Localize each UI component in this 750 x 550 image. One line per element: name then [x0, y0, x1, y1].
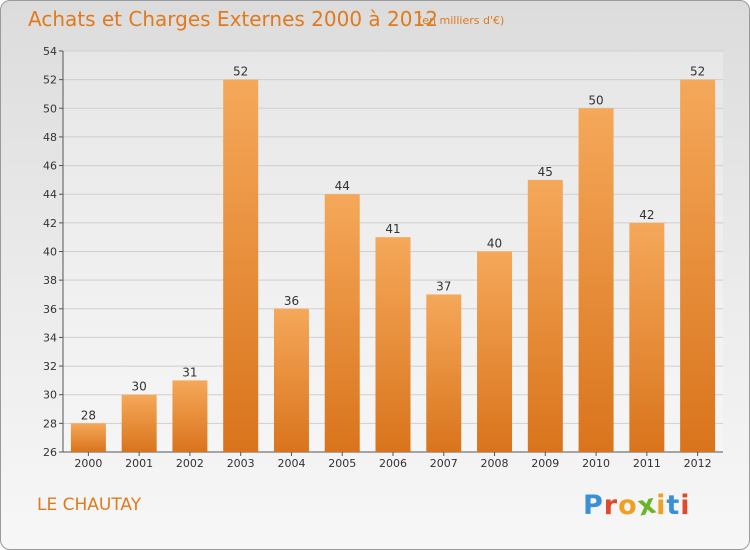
bar-2004: [273, 308, 309, 452]
data-label: 31: [182, 365, 197, 379]
logo-letter: i: [656, 490, 667, 521]
y-tick-label: 46: [43, 160, 57, 173]
data-label: 36: [284, 294, 299, 308]
bar-2010: [578, 108, 614, 453]
chart-subtitle: (en milliers d'€): [418, 14, 505, 27]
x-tick-label: 2002: [176, 457, 204, 470]
data-label: 42: [639, 208, 654, 222]
data-label: 28: [81, 408, 96, 422]
data-label: 30: [132, 380, 147, 394]
logo-letter: P: [583, 490, 604, 521]
bar-2001: [121, 394, 157, 452]
bars: [70, 79, 716, 453]
x-tick-label: 2006: [379, 457, 407, 470]
logo-letter: r: [603, 490, 619, 521]
y-tick-label: 28: [43, 417, 57, 430]
y-tick-label: 32: [43, 360, 57, 373]
x-tick-label: 2008: [481, 457, 509, 470]
y-tick-label: 48: [43, 131, 57, 144]
bar-2012: [680, 79, 716, 453]
logo-letter: i: [680, 490, 691, 521]
x-tick-label: 2010: [582, 457, 610, 470]
bar-2003: [223, 79, 259, 453]
labels: 26 28 30 32 34 36 38 40 42 44 46 48 50 52 54 2000 28 2001…: [43, 45, 712, 470]
y-tick-label: 50: [43, 102, 57, 115]
data-label: 52: [690, 65, 705, 79]
x-tick-label: 2001: [125, 457, 153, 470]
y-tick-label: 44: [43, 188, 57, 201]
x-tick-label: 2011: [633, 457, 661, 470]
y-tick-label: 34: [43, 331, 57, 344]
bar-2006: [375, 237, 411, 452]
y-tick-label: 26: [43, 446, 57, 459]
data-label: 37: [436, 279, 451, 293]
data-label: 41: [385, 222, 400, 236]
bar-2002: [172, 380, 208, 452]
x-tick-label: 2004: [277, 457, 305, 470]
y-tick-label: 40: [43, 246, 57, 259]
proxiti-logo: Proxiti: [583, 488, 691, 522]
bar-2011: [629, 222, 665, 452]
y-tick-label: 36: [43, 303, 57, 316]
chart-title: Achats et Charges Externes 2000 à 2012: [28, 7, 438, 31]
y-tick-label: 30: [43, 389, 57, 402]
x-tick-label: 2005: [328, 457, 356, 470]
commune-name: LE CHAUTAY: [37, 495, 142, 515]
logo-letter: o: [618, 490, 638, 521]
x-tick-label: 2000: [74, 457, 102, 470]
x-tick-label: 2003: [227, 457, 255, 470]
bar-2009: [527, 179, 563, 452]
y-tick-label: 52: [43, 74, 57, 87]
data-label: 40: [487, 237, 502, 251]
y-tick-label: 42: [43, 217, 57, 230]
data-label: 45: [538, 165, 553, 179]
data-label: 50: [588, 93, 603, 107]
logo-letter: t: [666, 490, 681, 521]
bar-2007: [426, 294, 462, 452]
bar-2008: [477, 251, 513, 452]
data-label: 44: [335, 179, 350, 193]
x-tick-label: 2009: [531, 457, 559, 470]
x-tick-label: 2012: [684, 457, 712, 470]
x-tick-label: 2007: [430, 457, 458, 470]
bar-2005: [324, 194, 360, 452]
y-tick-label: 54: [43, 45, 57, 58]
bar-2000: [70, 423, 106, 452]
y-tick-label: 38: [43, 274, 57, 287]
data-label: 52: [233, 65, 248, 79]
